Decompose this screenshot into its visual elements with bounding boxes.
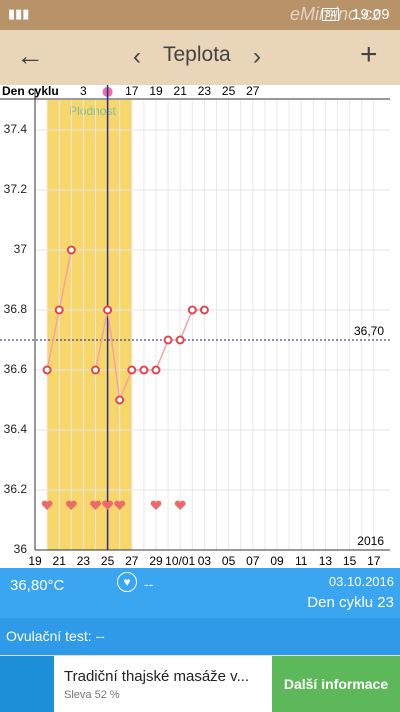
ad-subtitle: Sleva 52 % xyxy=(64,689,120,701)
app-bar: ← ‹ Teplota › + xyxy=(0,30,400,85)
fertile-label: Plodnost xyxy=(69,104,116,118)
x-tick-label: 19 xyxy=(28,554,42,568)
chart: Plodnost 36 36.2 36.4 36.6 36.8 37 37.2 37.4 Den … xyxy=(0,85,390,568)
cycle-day: 19 xyxy=(149,85,163,98)
cycle-day: 3 xyxy=(80,85,87,98)
x-tick-label: 10/01 xyxy=(165,554,195,568)
temperature-point xyxy=(175,335,185,345)
intercourse-heart xyxy=(150,500,162,510)
back-button[interactable]: ← xyxy=(16,40,44,71)
add-button[interactable]: + xyxy=(360,38,378,71)
temperature-point xyxy=(199,305,209,315)
watermark: eMimino.cz xyxy=(290,4,382,24)
x-tick-label: 03 xyxy=(198,554,212,568)
clock: 19:09 xyxy=(352,6,390,23)
year-label: 2016 xyxy=(357,534,384,548)
cycle-day: 21 xyxy=(174,85,188,98)
y-tick-label: 36.6 xyxy=(4,362,28,376)
temperature-point xyxy=(103,305,113,315)
heart-value: -- xyxy=(144,576,154,592)
intercourse-heart xyxy=(65,500,77,510)
temperature-point xyxy=(91,365,100,375)
cycle-label: Den cyklu xyxy=(2,85,59,98)
temperature-point xyxy=(151,365,161,375)
y-tick-label: 36 xyxy=(14,542,28,556)
intercourse-heart xyxy=(174,500,186,510)
battery: 34 xyxy=(322,8,340,21)
fertile-band xyxy=(47,100,132,550)
cycle-day: 23 xyxy=(198,85,212,98)
status-bar: ▮▮▮ eMimino.cz 34 19:09 xyxy=(0,0,400,30)
temperature-point xyxy=(139,365,149,375)
info-bar: 36,80°C ♥ -- 03.10.2016 Den cyklu 23 xyxy=(0,568,400,618)
coverline-label: 36,70 xyxy=(354,324,384,338)
y-tick-label: 36.2 xyxy=(4,482,28,496)
ovulation-bar[interactable]: Ovulační test: -- xyxy=(0,618,400,655)
cycle-day: 17 xyxy=(125,85,139,98)
signal: ▮▮▮ xyxy=(8,6,30,21)
temperature-point xyxy=(163,335,173,345)
x-tick-label: 13 xyxy=(319,554,333,568)
temperature-point xyxy=(127,365,137,375)
temperature: 36,80°C xyxy=(10,577,65,594)
x-tick-label: 11 xyxy=(295,554,308,568)
x-tick-label: 27 xyxy=(125,554,139,568)
y-tick-label: 36.4 xyxy=(4,422,28,436)
temperature-point xyxy=(115,395,125,405)
cycle-day: 27 xyxy=(246,85,260,98)
cycle-day: 25 xyxy=(222,85,236,98)
y-tick-label: 37 xyxy=(14,242,28,256)
heart-button[interactable]: ♥ xyxy=(117,572,137,592)
cycle-day: Den cyklu 23 xyxy=(307,594,394,611)
intercourse-heart xyxy=(41,500,53,510)
ad-banner[interactable]: Tradiční thajské masáže v... Sleva 52 % … xyxy=(0,655,400,712)
y-tick-label: 36.8 xyxy=(4,302,28,316)
intercourse-heart xyxy=(90,500,101,510)
x-tick-label: 15 xyxy=(343,554,357,568)
x-tick-label: 05 xyxy=(222,554,236,568)
x-tick-label: 17 xyxy=(367,554,381,568)
x-tick-label: 23 xyxy=(77,554,91,568)
intercourse-heart xyxy=(114,500,126,510)
screen-title: Teplota xyxy=(163,43,231,66)
x-tick-label: 09 xyxy=(270,554,284,568)
ad-icon xyxy=(0,656,54,712)
y-tick-label: 37.2 xyxy=(4,182,28,196)
ovulation-test: Ovulační test: -- xyxy=(6,628,105,644)
temperature-point xyxy=(54,305,64,315)
y-tick-label: 37.4 xyxy=(4,122,28,136)
x-tick-label: 21 xyxy=(53,554,67,568)
temperature-point xyxy=(66,245,76,255)
x-tick-label: 07 xyxy=(246,554,260,568)
date: 03.10.2016 xyxy=(328,574,394,589)
ad-button[interactable]: Další informace xyxy=(272,656,400,712)
temperature-point xyxy=(42,365,52,375)
intercourse-heart xyxy=(102,500,114,510)
next-button[interactable]: › xyxy=(253,43,261,70)
x-tick-label: 29 xyxy=(149,554,163,568)
ad-title: Tradiční thajské masáže v... xyxy=(64,668,250,685)
prev-button[interactable]: ‹ xyxy=(133,43,141,70)
temperature-point xyxy=(187,305,197,315)
x-tick-label: 25 xyxy=(101,554,115,568)
